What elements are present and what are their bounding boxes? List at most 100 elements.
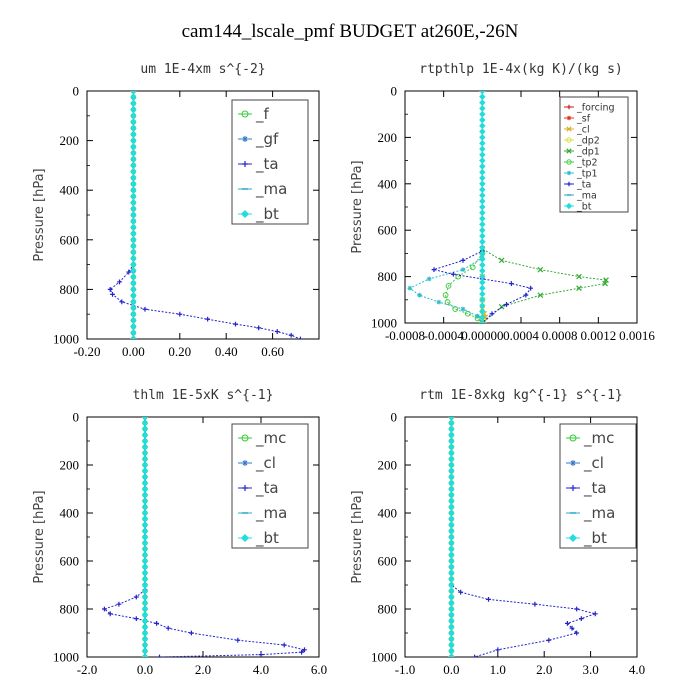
series-point-ta xyxy=(504,302,509,307)
series-point-bt xyxy=(141,425,149,433)
x-tick-label: 0.60 xyxy=(261,344,284,359)
legend-label-mc: _mc xyxy=(583,429,614,448)
x-tick-label: 2.0 xyxy=(536,662,552,677)
series-point-bt xyxy=(448,575,455,583)
series-point-bt xyxy=(141,473,149,481)
series-point-bt xyxy=(479,105,486,112)
series-point-dp1 xyxy=(537,292,544,298)
x-tick-label: 0.0012 xyxy=(580,328,616,343)
x-tick-label: -2.0 xyxy=(77,662,98,677)
series-point-bt xyxy=(448,599,455,607)
legend-label-ta: _ta xyxy=(255,155,279,174)
series-point-bt xyxy=(479,319,486,323)
series-point-ta xyxy=(154,621,159,626)
series-point-bt xyxy=(130,261,137,268)
series-point-bt xyxy=(141,479,149,487)
series-point-bt xyxy=(448,461,455,469)
legend-label-ma: _ma xyxy=(583,504,615,523)
series-line-dp1 xyxy=(481,91,607,323)
series-point-bt xyxy=(141,539,149,547)
series-point-ta xyxy=(532,601,538,607)
series-point-ta xyxy=(574,630,580,636)
series-point-bt xyxy=(479,284,486,292)
series-point-ta xyxy=(235,637,241,643)
series-point-bt xyxy=(479,267,486,275)
figure-title: cam144_lscale_pmf BUDGET at260E,-26N xyxy=(182,21,519,42)
series-point-bt xyxy=(130,149,137,157)
series-point-dp1 xyxy=(537,266,544,273)
legend-swatch-marker xyxy=(242,485,248,491)
series-point-bt xyxy=(479,192,486,199)
series-point-ta xyxy=(528,285,534,291)
series-point-tp1 xyxy=(417,292,422,298)
series-point-bt xyxy=(448,443,455,451)
series-point-bt xyxy=(479,186,486,193)
series-point-tp2 xyxy=(442,292,449,299)
series-line-ta xyxy=(450,417,597,657)
panel-3: thlm 1E-5xK s^{-1} Pressure [hPa] 0 200 400 6… xyxy=(32,388,327,677)
legend-label-ma: _ma xyxy=(576,191,597,202)
legend: _f _gf _ta _ma _bt xyxy=(231,99,309,225)
series-point-bt xyxy=(448,515,455,523)
series-point-bt xyxy=(130,137,137,144)
series-point-bt xyxy=(141,467,149,475)
y-tick-label: 800 xyxy=(60,602,80,617)
legend-swatch-marker xyxy=(565,202,573,210)
series-point-ta xyxy=(508,281,514,286)
series-point-bt xyxy=(141,575,149,583)
series-point-bt xyxy=(130,199,137,206)
series-point-bt xyxy=(141,497,149,505)
series-point-bt xyxy=(448,533,455,541)
series-point-bt xyxy=(130,100,137,107)
series-point-bt xyxy=(130,298,137,306)
series-point-ta xyxy=(258,652,264,657)
series-point-bt xyxy=(141,629,149,637)
series-point-bt xyxy=(448,605,455,613)
series-point-bt xyxy=(448,479,455,487)
series-point-bt xyxy=(141,449,149,457)
series-point-bt xyxy=(130,304,137,312)
series-point-tp1 xyxy=(407,285,413,291)
legend-label-ta: _ta xyxy=(255,479,279,498)
series-point-ta xyxy=(299,649,304,655)
y-axis-label: Pressure [hPa] xyxy=(32,168,47,261)
legend-label-tp2: _tp2 xyxy=(576,158,598,169)
series-point-bt xyxy=(448,557,455,565)
series-point-ta xyxy=(126,269,132,275)
series-point-ta xyxy=(450,271,456,277)
series-point-bt xyxy=(141,587,149,595)
series-point-ta xyxy=(460,257,466,263)
y-tick-label: 400 xyxy=(378,176,398,191)
x-tick-label: 0.40 xyxy=(215,344,238,359)
legend-label-bt: _bt xyxy=(576,202,592,213)
legend-label-bt: _bt xyxy=(255,529,279,548)
series-point-dp1 xyxy=(498,303,505,310)
y-tick-label: 1000 xyxy=(371,650,397,665)
x-tick-label: 0.0008 xyxy=(542,328,578,343)
series-point-tp1 xyxy=(475,313,480,319)
series-group xyxy=(407,91,609,323)
panels-container: um 1E-4xm s^{-2} Pressure [hPa] 0 200 400 600… xyxy=(32,62,655,677)
series-point-bt xyxy=(141,437,149,445)
legend-label-dp1: _dp1 xyxy=(576,147,600,158)
series-point-bt xyxy=(141,509,149,517)
series-point-bt xyxy=(448,623,455,631)
series-point-ta xyxy=(495,647,501,653)
series-point-bt xyxy=(448,653,455,657)
series-point-bt xyxy=(141,557,149,565)
y-tick-label: 0 xyxy=(73,84,80,99)
series-point-bt xyxy=(448,593,455,601)
series-point-ta xyxy=(578,616,584,621)
series-point-bt xyxy=(130,168,137,175)
legend-label-mc: _mc xyxy=(255,429,286,448)
series-point-bt xyxy=(130,224,137,231)
series-point-bt xyxy=(141,605,149,613)
series-line-tp2 xyxy=(445,91,483,323)
x-tick-label: 0.20 xyxy=(168,344,191,359)
legend-label-sf: _sf xyxy=(576,114,591,125)
x-tick-label: -1.0 xyxy=(395,662,416,677)
y-tick-label: 800 xyxy=(378,602,398,617)
series-point-bt xyxy=(141,461,149,469)
series-point-bt xyxy=(448,419,455,427)
y-tick-label: 200 xyxy=(378,130,398,145)
